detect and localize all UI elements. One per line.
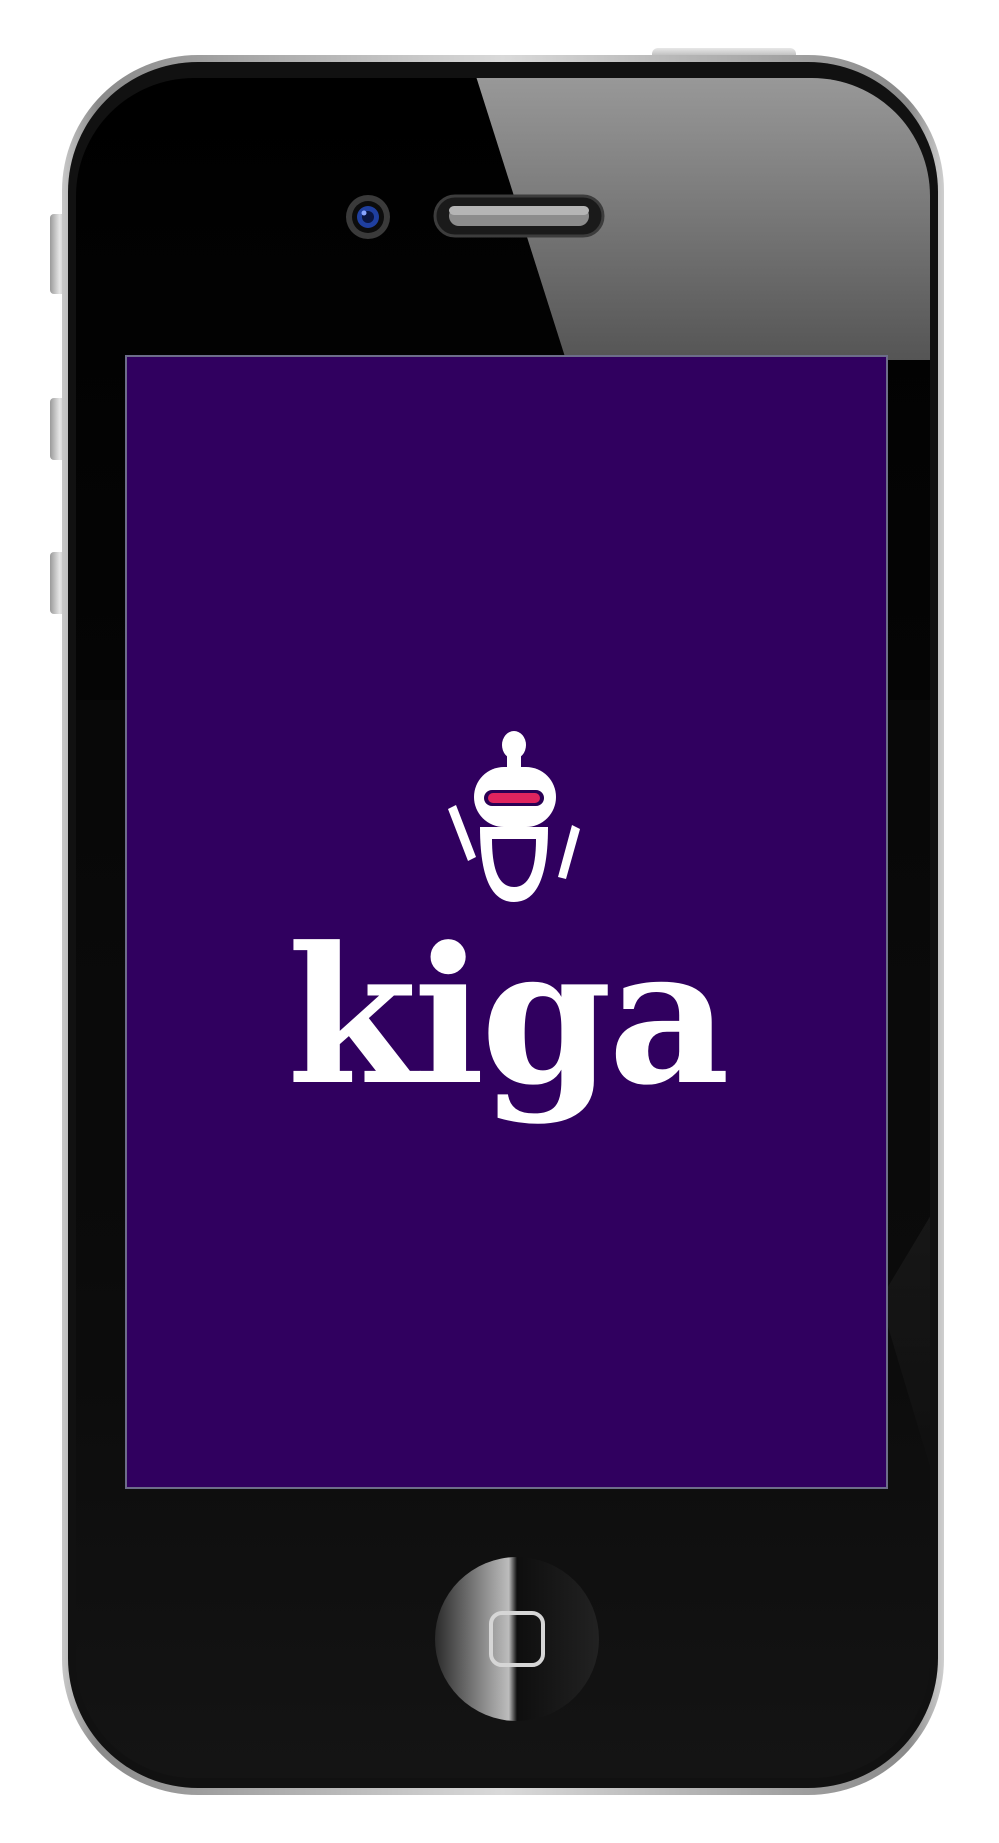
home-button-icon <box>435 1557 599 1721</box>
front-camera-icon <box>346 195 390 239</box>
earpiece-speaker-icon <box>433 194 605 238</box>
robot-icon <box>448 731 580 902</box>
app-screen[interactable]: kiga <box>127 357 886 1487</box>
app-wordmark: kiga <box>287 906 730 1127</box>
home-button[interactable] <box>434 1556 600 1722</box>
